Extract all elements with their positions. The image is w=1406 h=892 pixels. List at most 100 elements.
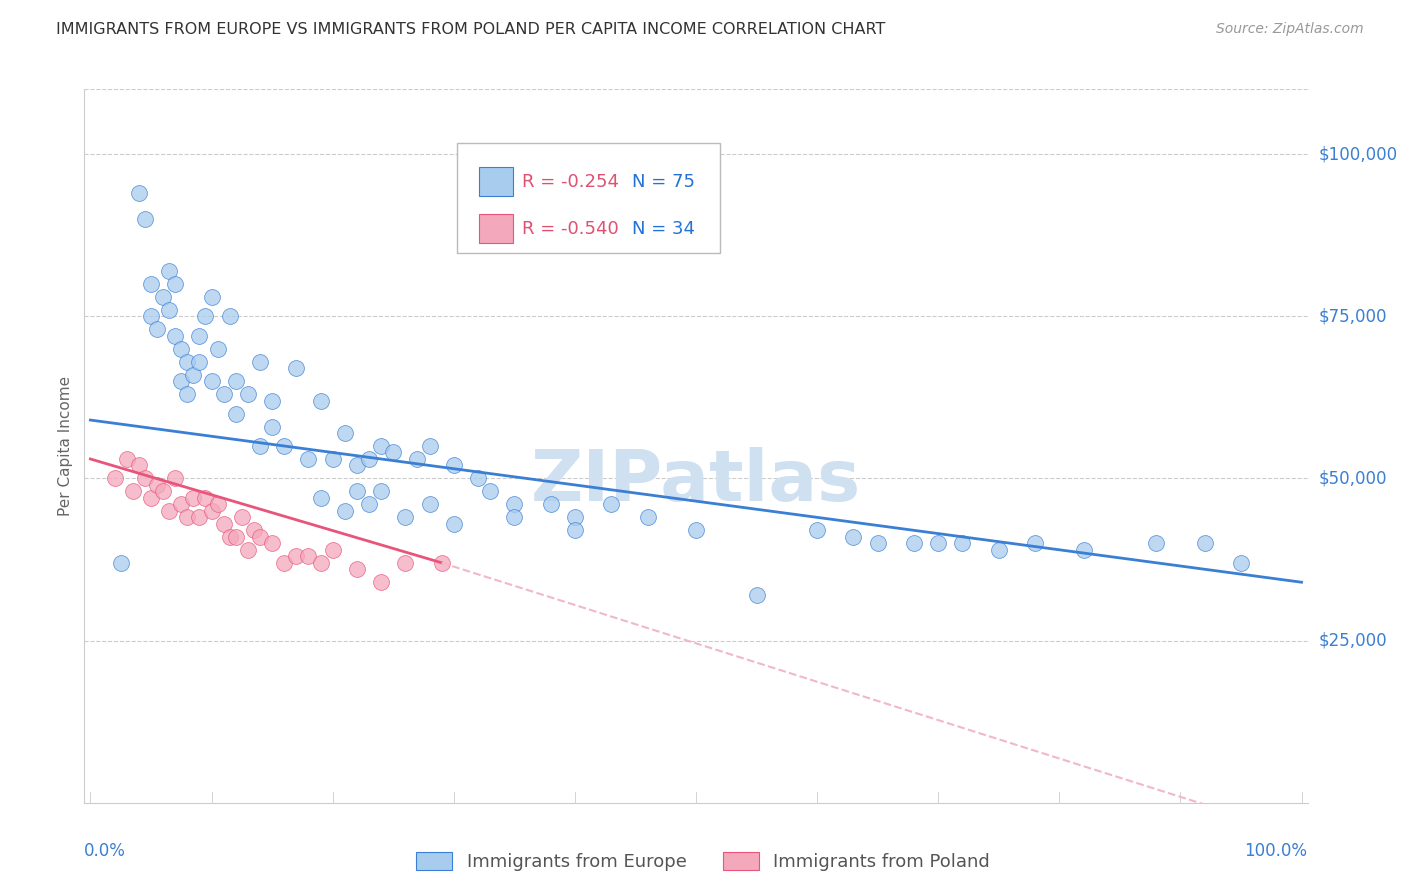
Point <box>236 387 259 401</box>
Point <box>842 530 865 544</box>
Point <box>170 374 193 388</box>
Point <box>1144 536 1167 550</box>
Point <box>231 510 253 524</box>
Point <box>165 277 187 291</box>
Text: R = -0.254: R = -0.254 <box>522 173 619 191</box>
Y-axis label: Per Capita Income: Per Capita Income <box>58 376 73 516</box>
Text: N = 34: N = 34 <box>631 219 695 238</box>
Point <box>194 310 217 324</box>
Point <box>262 419 284 434</box>
Point <box>1073 542 1095 557</box>
Point <box>115 452 138 467</box>
Text: 100.0%: 100.0% <box>1244 842 1308 860</box>
Point <box>467 471 489 485</box>
Point <box>146 478 169 492</box>
Point <box>207 342 229 356</box>
Point <box>183 368 205 382</box>
Point <box>333 504 356 518</box>
Point <box>285 549 308 564</box>
Point <box>121 484 143 499</box>
Point <box>188 328 211 343</box>
Point <box>139 491 162 505</box>
Point <box>540 497 562 511</box>
Point <box>394 510 416 524</box>
Point <box>157 302 180 317</box>
Point <box>479 484 502 499</box>
Point <box>370 439 392 453</box>
Point <box>418 439 440 453</box>
Point <box>322 542 344 557</box>
Point <box>927 536 949 550</box>
Text: $25,000: $25,000 <box>1319 632 1388 649</box>
Point <box>346 458 368 473</box>
Point <box>104 471 127 485</box>
Point <box>564 510 586 524</box>
Point <box>297 452 319 467</box>
Point <box>225 407 247 421</box>
Point <box>322 452 344 467</box>
Point <box>382 445 405 459</box>
Point <box>600 497 623 511</box>
Point <box>183 491 205 505</box>
Point <box>285 361 308 376</box>
Point <box>806 524 828 538</box>
Point <box>370 484 392 499</box>
Point <box>139 277 162 291</box>
Point <box>200 290 222 304</box>
Point <box>170 342 193 356</box>
Point <box>200 504 222 518</box>
Text: $50,000: $50,000 <box>1319 469 1388 487</box>
Point <box>170 497 193 511</box>
Point <box>370 575 392 590</box>
Text: IMMIGRANTS FROM EUROPE VS IMMIGRANTS FROM POLAND PER CAPITA INCOME CORRELATION C: IMMIGRANTS FROM EUROPE VS IMMIGRANTS FRO… <box>56 22 886 37</box>
Point <box>987 542 1010 557</box>
Point <box>139 310 162 324</box>
Point <box>309 491 332 505</box>
Point <box>128 186 150 200</box>
Point <box>952 536 974 550</box>
Point <box>357 452 380 467</box>
Point <box>207 497 229 511</box>
Point <box>903 536 925 550</box>
Point <box>152 290 174 304</box>
Point <box>128 458 150 473</box>
Point <box>685 524 707 538</box>
Text: ZIPatlas: ZIPatlas <box>531 447 860 516</box>
Point <box>262 393 284 408</box>
Point <box>346 562 368 576</box>
Point <box>249 530 271 544</box>
Text: $100,000: $100,000 <box>1319 145 1398 163</box>
Point <box>503 510 526 524</box>
Point <box>134 471 156 485</box>
Point <box>430 556 453 570</box>
Point <box>866 536 889 550</box>
Point <box>564 524 586 538</box>
Point <box>1230 556 1253 570</box>
Legend: Immigrants from Europe, Immigrants from Poland: Immigrants from Europe, Immigrants from … <box>409 845 997 879</box>
Point <box>357 497 380 511</box>
Point <box>297 549 319 564</box>
Point <box>1194 536 1216 550</box>
Text: N = 75: N = 75 <box>631 173 695 191</box>
Point <box>243 524 266 538</box>
Point <box>637 510 659 524</box>
Text: Source: ZipAtlas.com: Source: ZipAtlas.com <box>1216 22 1364 37</box>
Point <box>1024 536 1046 550</box>
Point <box>273 556 295 570</box>
Point <box>146 322 169 336</box>
Point <box>200 374 222 388</box>
Point <box>165 328 187 343</box>
Point <box>176 354 198 368</box>
Point <box>194 491 217 505</box>
Point <box>418 497 440 511</box>
Text: R = -0.540: R = -0.540 <box>522 219 619 238</box>
Point <box>273 439 295 453</box>
Point <box>333 425 356 440</box>
Point <box>188 354 211 368</box>
Text: $75,000: $75,000 <box>1319 307 1388 326</box>
Point <box>157 504 180 518</box>
Point <box>394 556 416 570</box>
Point <box>152 484 174 499</box>
Point <box>176 510 198 524</box>
Point <box>236 542 259 557</box>
